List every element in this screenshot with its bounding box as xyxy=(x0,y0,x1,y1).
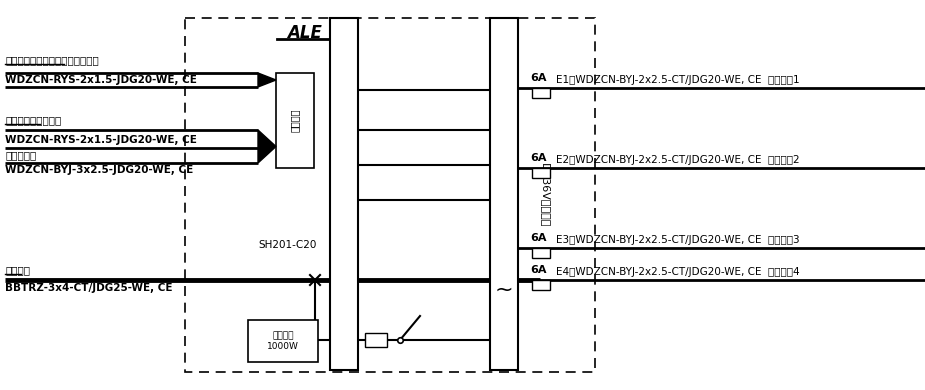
Text: 6A: 6A xyxy=(530,265,547,275)
Bar xyxy=(532,248,550,258)
Bar xyxy=(532,280,550,290)
Polygon shape xyxy=(258,130,276,163)
Bar xyxy=(185,18,595,372)
Text: 市电监测线: 市电监测线 xyxy=(5,150,36,160)
Text: E3：WDZCN-BYJ-2x2.5-CT/JDG20-WE, CE  疏散照明3: E3：WDZCN-BYJ-2x2.5-CT/JDG20-WE, CE 疏散照明3 xyxy=(556,235,799,245)
Text: WDZCN-RYS-2x1.5-JDG20-WE, CE: WDZCN-RYS-2x1.5-JDG20-WE, CE xyxy=(5,75,197,85)
Text: WDZCN-RYS-2x1.5-JDG20-WE, CE: WDZCN-RYS-2x1.5-JDG20-WE, CE xyxy=(5,135,197,145)
Text: 6A: 6A xyxy=(530,73,547,83)
Text: SH201-C20: SH201-C20 xyxy=(258,240,316,250)
Text: E4：WDZCN-BYJ-2x2.5-CT/JDG20-WE, CE  疏散照明4: E4：WDZCN-BYJ-2x2.5-CT/JDG20-WE, CE 疏散照明4 xyxy=(556,267,799,277)
Text: 由消防控制室应急照明控制器引来: 由消防控制室应急照明控制器引来 xyxy=(5,55,99,65)
Text: WDZCN-BYJ-3x2.5-JDG20-WE, CE: WDZCN-BYJ-3x2.5-JDG20-WE, CE xyxy=(5,165,193,175)
Text: ~: ~ xyxy=(495,280,513,300)
Bar xyxy=(276,73,314,168)
Bar xyxy=(248,320,318,362)
Bar xyxy=(532,168,550,178)
Text: 通讯线至下一配电笱: 通讯线至下一配电笱 xyxy=(5,115,61,125)
Text: E1：WDZCN-BYJ-2x2.5-CT/JDG20-WE, CE  疏散照明1: E1：WDZCN-BYJ-2x2.5-CT/JDG20-WE, CE 疏散照明1 xyxy=(556,75,799,85)
Text: 充电单元
1000W: 充电单元 1000W xyxy=(267,331,299,351)
Text: BBTRZ-3x4-CT/JDG25-WE, CE: BBTRZ-3x4-CT/JDG25-WE, CE xyxy=(5,283,172,293)
Bar xyxy=(365,333,387,347)
Polygon shape xyxy=(258,73,276,87)
Text: ALE: ALE xyxy=(288,24,323,42)
Text: E2：WDZCN-BYJ-2x2.5-CT/JDG20-WE, CE  疏散照明2: E2：WDZCN-BYJ-2x2.5-CT/JDG20-WE, CE 疏散照明2 xyxy=(556,155,799,165)
Bar xyxy=(330,18,358,370)
Text: 消防电源: 消防电源 xyxy=(5,265,30,275)
Bar xyxy=(532,88,550,98)
Bar xyxy=(490,18,518,370)
Text: DC36V输出回路: DC36V输出回路 xyxy=(540,163,550,227)
Text: 通讯单元: 通讯单元 xyxy=(290,109,300,132)
Text: 6A: 6A xyxy=(530,153,547,163)
Text: 6A: 6A xyxy=(530,233,547,243)
